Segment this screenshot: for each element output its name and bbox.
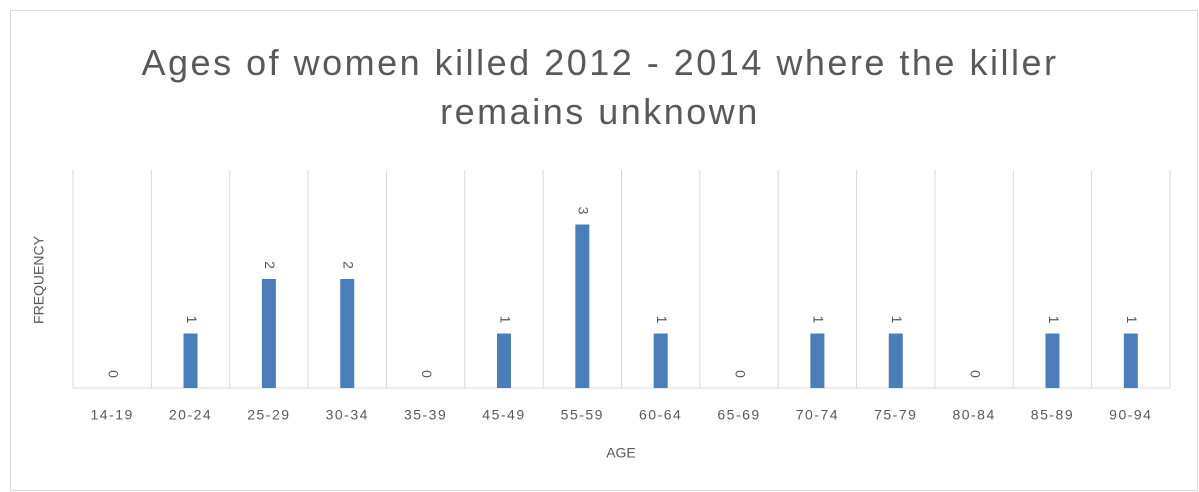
data-label: 1 xyxy=(497,316,513,324)
x-tick-label: 45-49 xyxy=(482,407,525,423)
bar xyxy=(888,333,903,388)
data-label: 1 xyxy=(654,316,670,324)
data-label: 2 xyxy=(262,261,278,269)
data-label: 1 xyxy=(811,316,827,324)
data-label: 1 xyxy=(1046,316,1062,324)
x-tick-label: 90-94 xyxy=(1109,407,1152,423)
bar xyxy=(1123,333,1138,388)
x-tick-label: 20-24 xyxy=(169,407,212,423)
bar xyxy=(653,333,668,388)
x-tick-label: 30-34 xyxy=(326,407,369,423)
bar xyxy=(496,333,511,388)
bar xyxy=(261,279,276,388)
bar xyxy=(183,333,198,388)
bar xyxy=(340,279,355,388)
x-tick-label: 60-64 xyxy=(639,407,682,423)
data-label: 1 xyxy=(1124,316,1140,324)
x-tick-label: 85-89 xyxy=(1031,407,1074,423)
data-label: 2 xyxy=(341,261,357,269)
bar xyxy=(575,224,590,388)
data-label: 1 xyxy=(184,316,200,324)
x-tick-label: 80-84 xyxy=(952,407,995,423)
y-axis-label: FREQUENCY xyxy=(31,235,47,324)
bar xyxy=(1045,333,1060,388)
data-label: 0 xyxy=(967,370,983,378)
x-axis-label: AGE xyxy=(606,445,636,461)
x-tick-label: 35-39 xyxy=(404,407,447,423)
data-label: 1 xyxy=(889,316,905,324)
data-label: 0 xyxy=(419,370,435,378)
data-label: 3 xyxy=(576,207,592,215)
x-tick-label: 75-79 xyxy=(874,407,917,423)
chart-frame xyxy=(10,10,1198,491)
x-tick-label: 55-59 xyxy=(561,407,604,423)
chart-title: Ages of women killed 2012 - 2014 where t… xyxy=(141,42,1059,132)
x-tick-label: 65-69 xyxy=(717,407,760,423)
bar xyxy=(810,333,825,388)
data-label: 0 xyxy=(732,370,748,378)
x-tick-label: 70-74 xyxy=(796,407,839,423)
x-tick-label: 25-29 xyxy=(247,407,290,423)
data-label: 0 xyxy=(105,370,121,378)
x-tick-label: 14-19 xyxy=(91,407,134,423)
